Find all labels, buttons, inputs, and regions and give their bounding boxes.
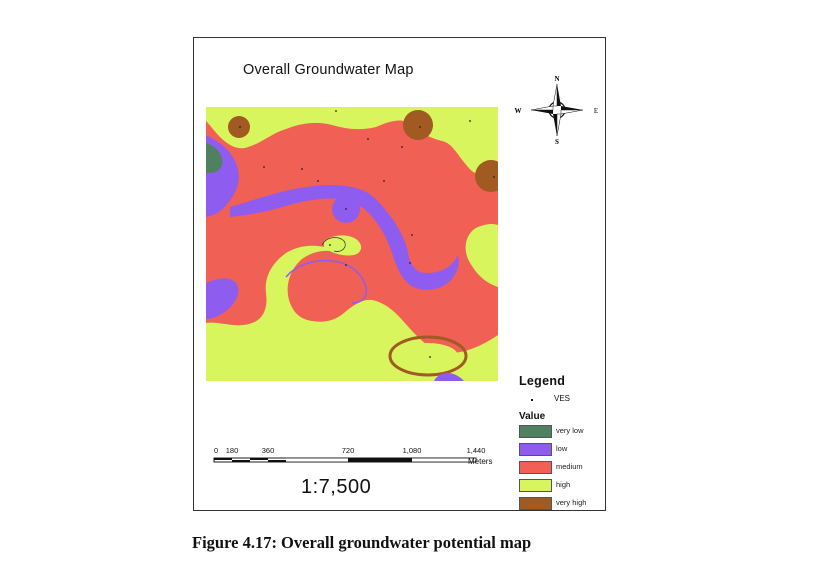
legend-class-row: low [519, 441, 603, 458]
ves-point [329, 244, 331, 246]
zone-very-high-1 [228, 116, 250, 138]
scale-tick-label: 360 [262, 446, 275, 455]
compass-e: E [594, 107, 598, 115]
zone-very-high-ring [388, 335, 468, 377]
ves-point [367, 138, 369, 140]
legend-class-label: very high [556, 498, 587, 507]
ves-point [469, 120, 471, 122]
compass-n: N [554, 75, 559, 83]
ves-dot-icon [531, 399, 533, 401]
zone-low-band [230, 185, 459, 290]
ves-point [263, 166, 265, 168]
legend-swatch [519, 443, 552, 456]
ves-point [301, 168, 303, 170]
ves-point [429, 356, 431, 358]
scale-bar: 0 180 360 720 1,080 1,440 Meters [213, 446, 492, 466]
legend: Legend VES Value very low low medium high ve… [519, 374, 603, 512]
legend-ves-row: VES [519, 394, 603, 408]
legend-class-label: high [556, 480, 571, 489]
zone-very-high-2 [403, 110, 433, 140]
ves-point [383, 180, 385, 182]
ves-point [335, 110, 337, 112]
ves-points [239, 110, 495, 358]
legend-swatch [519, 479, 552, 492]
ves-point [345, 208, 347, 210]
legend-title: Legend [519, 374, 566, 388]
figure-caption: Figure 4.17: Overall groundwater potenti… [192, 533, 532, 552]
scale-tick-label: 0 [214, 446, 218, 455]
compass-w: W [515, 107, 522, 115]
zone-very-high-3 [475, 160, 498, 192]
legend-class-label: medium [556, 462, 583, 471]
legend-class-row: very high [519, 495, 603, 512]
ves-point [345, 264, 347, 266]
zone-low-bottom-left [206, 278, 239, 319]
legend-class-row: very low [519, 423, 603, 440]
north-arrow-icon: N S W E [515, 75, 599, 146]
scale-unit: Meters [468, 457, 492, 466]
scale-tick-label: 720 [342, 446, 355, 455]
ves-point [419, 126, 421, 128]
contour-line-2 [321, 237, 346, 252]
ves-point [409, 262, 411, 264]
legend-swatch [519, 497, 552, 510]
legend-class-row: medium [519, 459, 603, 476]
scale-tick-label: 1,440 [467, 446, 486, 455]
zone-high-center [324, 235, 362, 256]
zone-very-low [206, 143, 223, 173]
legend-class-row: high [519, 477, 603, 494]
zone-high-right [465, 223, 498, 287]
zone-very-high-ring-inner [398, 343, 458, 369]
legend-class-label: low [556, 444, 568, 453]
zone-low-bottom-right [434, 373, 464, 381]
ves-point [493, 176, 495, 178]
legend-swatch [519, 425, 552, 438]
ves-point [317, 180, 319, 182]
contour-line-1 [285, 259, 368, 304]
legend-value-title: Value [519, 411, 546, 422]
scale-tick-label: 1,080 [403, 446, 422, 455]
ves-label: VES [554, 394, 571, 403]
ves-point [401, 146, 403, 148]
ves-point [239, 126, 241, 128]
compass-s: S [555, 138, 559, 146]
scale-tick-label: 180 [226, 446, 239, 455]
ves-point [411, 234, 413, 236]
legend-swatch [519, 461, 552, 474]
groundwater-map [206, 107, 498, 381]
legend-class-label: very low [556, 426, 584, 435]
map-title: Overall Groundwater Map [243, 62, 414, 78]
scale-ratio: 1:7,500 [301, 476, 372, 498]
